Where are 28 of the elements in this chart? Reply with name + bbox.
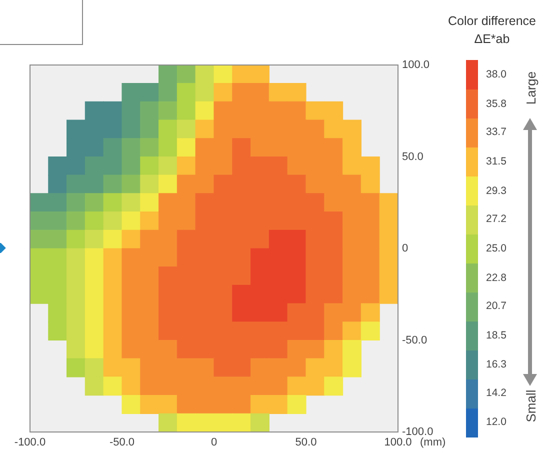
x-tick-label: 100.0: [384, 436, 412, 449]
y-tick-label: 0: [402, 242, 408, 255]
color-bar-label: 20.7: [486, 300, 507, 312]
color-bar-label: 33.7: [486, 126, 507, 138]
x-tick-label: 0: [210, 436, 218, 449]
color-bar-label: 18.5: [486, 329, 507, 342]
y-tick-label: -100.0: [402, 426, 434, 438]
color-bar-label: 29.3: [486, 184, 507, 197]
color-bar-title: ΔE*ab: [473, 31, 511, 48]
x-tick-label: -50.0: [109, 436, 135, 449]
text: Small: [524, 390, 538, 422]
color-bar-label: 25.0: [486, 242, 507, 254]
y-tick-label: -50.0: [402, 334, 428, 346]
text: Large: [524, 71, 538, 105]
color-bar-label: 27.2: [486, 212, 507, 225]
color-bar-label: 35.8: [486, 98, 507, 110]
color-bar-label: 31.5: [486, 155, 507, 168]
color-bar-label: 14.2: [486, 386, 507, 399]
color-bar-label: 22.8: [486, 272, 507, 284]
x-axis-title: (mm): [420, 436, 446, 449]
color-bar-label: 12.0: [486, 416, 507, 428]
text: Color difference: [448, 13, 536, 30]
x-tick-label: -100.0: [14, 436, 46, 449]
y-tick-label: 50.0: [402, 150, 424, 163]
y-tick-label: 100.0: [402, 59, 430, 72]
x-tick-label: 50.0: [295, 436, 317, 449]
color-bar-label: 38.0: [486, 68, 507, 81]
color-bar-label: 16.3: [486, 358, 507, 371]
